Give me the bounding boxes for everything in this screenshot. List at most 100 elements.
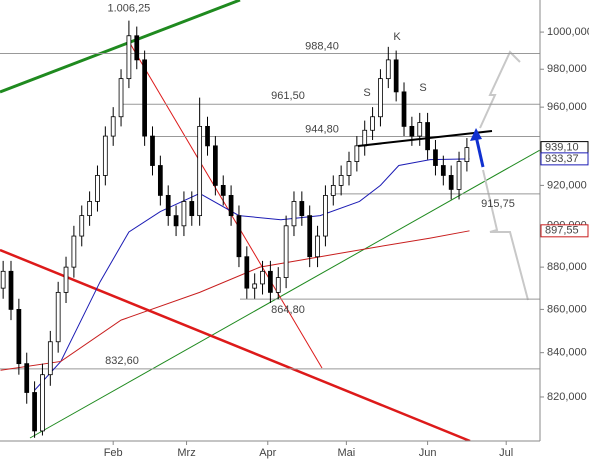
price-label: 933,37 bbox=[545, 153, 579, 165]
candle-body bbox=[157, 165, 163, 196]
candle-body bbox=[283, 225, 289, 279]
level-label: 944,80 bbox=[305, 123, 339, 135]
candle-body bbox=[24, 363, 30, 393]
trend-line bbox=[127, 39, 323, 369]
candle-body bbox=[291, 201, 297, 227]
pattern-label: S bbox=[419, 82, 426, 94]
candle-body bbox=[110, 116, 116, 137]
candle-body bbox=[362, 129, 368, 147]
candle-body bbox=[118, 78, 124, 118]
pattern-label: K bbox=[393, 31, 401, 43]
candle-body bbox=[63, 266, 69, 293]
price-label-box bbox=[540, 152, 589, 166]
level-label: 864,80 bbox=[271, 304, 305, 316]
x-tick-label: Jul bbox=[499, 447, 513, 459]
candle-body bbox=[197, 125, 203, 217]
candle-body bbox=[150, 135, 155, 166]
candle-body bbox=[315, 235, 320, 258]
candle-body bbox=[456, 161, 462, 190]
candle-body bbox=[236, 215, 242, 258]
candle-body bbox=[165, 195, 171, 217]
price-label: 939,10 bbox=[545, 142, 579, 154]
candle-body bbox=[425, 122, 430, 151]
overlay bbox=[357, 128, 493, 168]
level-label: 961,50 bbox=[271, 90, 305, 102]
candle-body bbox=[40, 374, 45, 432]
candle-body bbox=[354, 145, 360, 162]
level-label: 988,40 bbox=[305, 40, 339, 52]
candle-body bbox=[307, 215, 313, 258]
level-label: 915,75 bbox=[481, 198, 515, 210]
candle-body bbox=[417, 122, 423, 137]
candle-body bbox=[346, 161, 352, 176]
trend-line bbox=[0, 0, 241, 94]
candle-body bbox=[126, 35, 132, 80]
candle-body bbox=[55, 291, 61, 343]
candle-body bbox=[181, 201, 187, 227]
candle-body bbox=[260, 270, 265, 285]
candle-body bbox=[330, 184, 336, 196]
plot bbox=[0, 20, 540, 438]
candle-body bbox=[134, 35, 140, 61]
x-tick-label: Mrz bbox=[177, 447, 195, 459]
candle-body bbox=[220, 184, 226, 196]
candle-body bbox=[275, 277, 281, 293]
neckline bbox=[357, 130, 493, 147]
y-tick-label: 820,000 bbox=[547, 391, 587, 403]
candle-body bbox=[0, 270, 6, 289]
projection-arrow bbox=[482, 169, 529, 301]
candle-body bbox=[299, 201, 305, 217]
candle-body bbox=[378, 78, 383, 118]
trend-line bbox=[0, 248, 471, 441]
trend-line bbox=[29, 149, 540, 439]
candle-body bbox=[8, 270, 14, 310]
arrow bbox=[474, 135, 485, 168]
candle-body bbox=[205, 125, 210, 147]
price-label-box bbox=[540, 224, 589, 238]
candle-body bbox=[268, 270, 273, 293]
y-tick-label: 920,000 bbox=[547, 179, 587, 191]
candle-body bbox=[448, 175, 454, 190]
candle-body bbox=[440, 165, 446, 176]
candle-body bbox=[173, 215, 179, 227]
candle-body bbox=[142, 59, 147, 137]
y-tick-label: 960,000 bbox=[547, 101, 587, 113]
candle-body bbox=[370, 116, 375, 131]
candle-body bbox=[189, 201, 195, 217]
y-tick-label: 860,000 bbox=[547, 303, 587, 315]
candle-body bbox=[16, 309, 22, 365]
candle-body bbox=[323, 195, 328, 237]
x-tick-label: Jun bbox=[419, 447, 437, 459]
candle-body bbox=[32, 392, 37, 432]
candle-body bbox=[213, 145, 218, 186]
candle-body bbox=[244, 256, 250, 289]
pattern-label: S bbox=[363, 87, 370, 99]
moving-average bbox=[34, 158, 470, 391]
y-tick-label: 880,000 bbox=[547, 261, 587, 273]
candle-body bbox=[433, 149, 438, 166]
peak-label: 1.006,25 bbox=[107, 3, 150, 15]
candle-body bbox=[409, 125, 415, 137]
y-tick-label: 840,000 bbox=[547, 347, 587, 359]
y-tick-label: 1000,000 bbox=[547, 26, 589, 38]
arrow-head bbox=[470, 128, 482, 141]
moving-average bbox=[0, 230, 470, 371]
candle-body bbox=[71, 235, 77, 268]
candle-body bbox=[401, 91, 407, 127]
candle-body bbox=[338, 175, 344, 186]
candle-body bbox=[79, 215, 85, 237]
candle-body bbox=[393, 59, 399, 93]
candle-body bbox=[252, 283, 258, 289]
level-label: 832,60 bbox=[105, 355, 139, 367]
candle-body bbox=[47, 341, 53, 376]
candle-body bbox=[87, 201, 92, 217]
x-tick-label: Mai bbox=[338, 447, 356, 459]
drawings bbox=[0, 0, 540, 441]
candle-body bbox=[385, 59, 391, 80]
candle-body bbox=[102, 135, 108, 176]
x-tick-label: Feb bbox=[104, 447, 123, 459]
candle-body bbox=[228, 195, 234, 217]
candle-body bbox=[95, 175, 100, 202]
x-tick-label: Apr bbox=[259, 447, 276, 459]
